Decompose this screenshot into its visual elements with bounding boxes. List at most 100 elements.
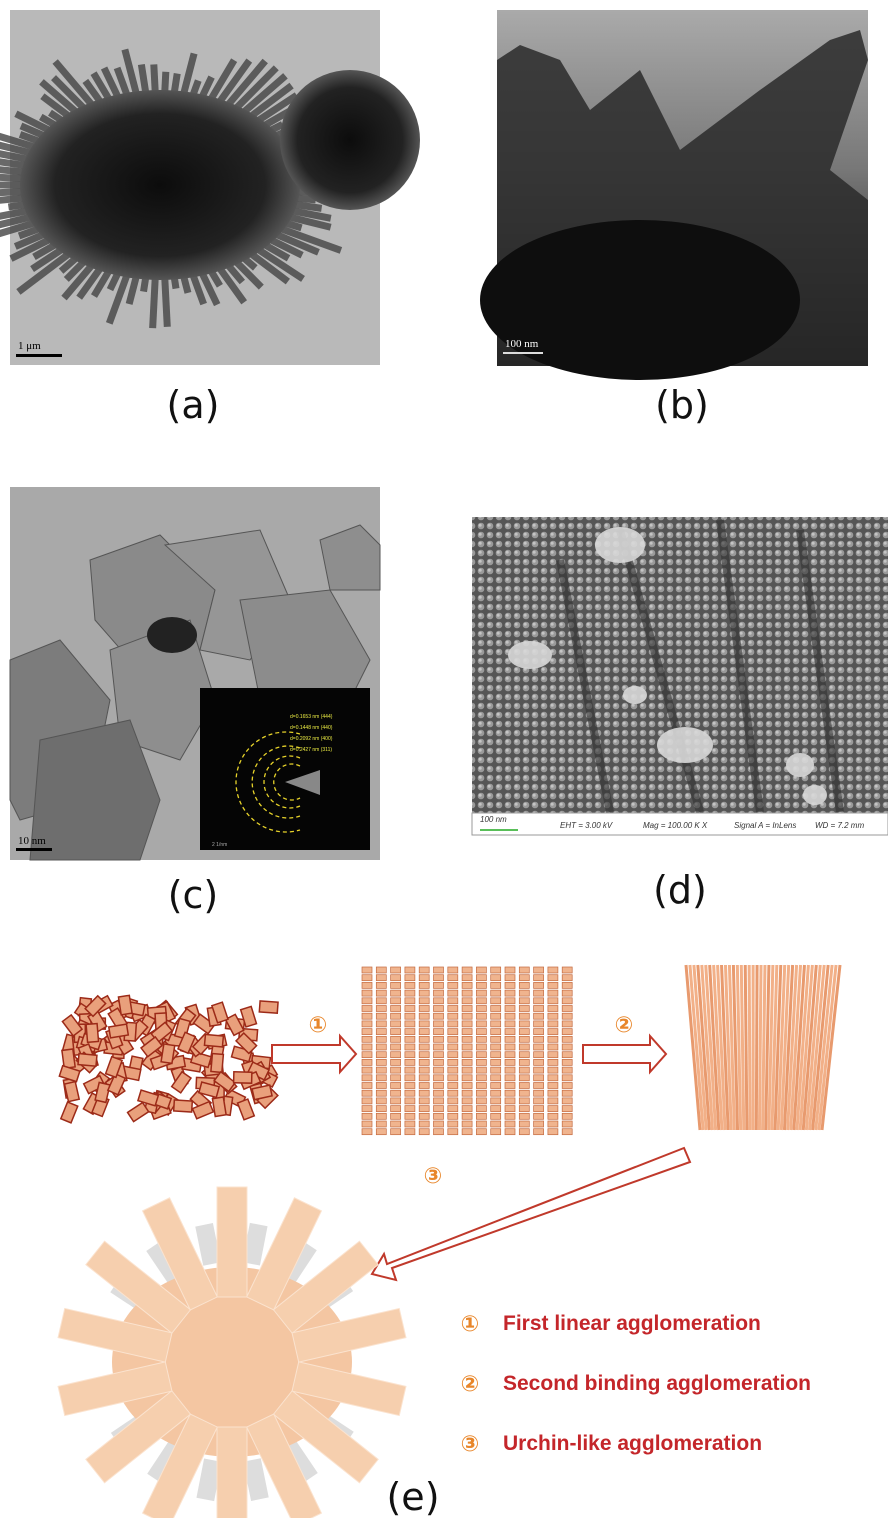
aligned-particle xyxy=(476,1035,487,1043)
chain xyxy=(779,964,791,1131)
aligned-particle xyxy=(461,997,473,1005)
aligned-particle xyxy=(504,1120,516,1128)
aligned-particle xyxy=(561,1112,573,1120)
aligned-particle xyxy=(518,1097,530,1105)
legend-text: First linear agglomeration xyxy=(503,1312,761,1335)
particle xyxy=(234,1031,258,1055)
aligned-particle xyxy=(375,1097,387,1105)
aligned-particle xyxy=(375,989,387,997)
aligned-particle xyxy=(533,1066,544,1074)
aligned-particle xyxy=(447,997,459,1005)
chain xyxy=(696,964,711,1131)
particle xyxy=(251,1084,273,1101)
aligned-particle xyxy=(418,989,430,997)
aligned-particle xyxy=(447,1105,459,1112)
aligned-particle xyxy=(490,1105,502,1112)
aligned-particle xyxy=(433,1112,444,1120)
aligned-particle xyxy=(390,1051,401,1059)
aligned-particle xyxy=(547,997,559,1005)
particle xyxy=(139,1035,164,1058)
aligned-particle xyxy=(447,1005,459,1012)
aligned-particle xyxy=(361,1012,373,1020)
aligned-particle xyxy=(361,1120,373,1128)
aligned-particle xyxy=(375,1043,387,1051)
aligned-particle xyxy=(561,1097,573,1105)
aligned-particle xyxy=(490,1043,502,1051)
aligned-particle xyxy=(533,1089,544,1097)
chain xyxy=(786,964,799,1131)
aligned-particle xyxy=(375,1005,387,1012)
scale-bar-label: 10 nm xyxy=(18,835,46,847)
aligned-particle xyxy=(447,1035,459,1043)
particle xyxy=(258,1000,279,1015)
aligned-particle xyxy=(418,1089,430,1097)
aligned-particle xyxy=(490,982,502,989)
particle xyxy=(211,1096,227,1118)
aligned-particle xyxy=(518,1112,530,1120)
aligned-particle xyxy=(375,1028,387,1035)
particle xyxy=(63,1080,81,1103)
aligned-particle xyxy=(461,1105,473,1112)
aligned-particle xyxy=(390,1082,401,1089)
aligned-particle xyxy=(404,1128,416,1136)
aligned-particle xyxy=(490,1028,502,1035)
aligned-particle xyxy=(533,1112,544,1120)
aligned-particle xyxy=(504,1005,516,1012)
aligned-particle xyxy=(533,997,544,1005)
info-text: Signal A = InLens xyxy=(734,821,796,830)
aligned-particle xyxy=(561,982,573,989)
aligned-particle xyxy=(404,997,416,1005)
panel-label: (a) xyxy=(167,383,220,427)
aligned-particle xyxy=(418,1074,430,1082)
aligned-particle xyxy=(476,1059,487,1066)
aligned-particle xyxy=(533,974,544,982)
aligned-particle xyxy=(533,1035,544,1043)
aligned-particle xyxy=(504,966,516,974)
aligned-particle xyxy=(418,1066,430,1074)
aligned-particle xyxy=(404,1074,416,1082)
aligned-particle xyxy=(461,1074,473,1082)
aligned-particle xyxy=(418,997,430,1005)
aligned-particle xyxy=(361,1089,373,1097)
panel-d: 100 nm EHT = 3.00 kV Mag = 100.00 K X Si… xyxy=(471,517,888,836)
aligned-particle xyxy=(547,1035,559,1043)
aligned-particle xyxy=(476,1089,487,1097)
aligned-particle xyxy=(547,1112,559,1120)
aligned-particle xyxy=(461,1012,473,1020)
chain xyxy=(795,964,810,1131)
aligned-particle xyxy=(547,1051,559,1059)
aligned-particle xyxy=(490,1059,502,1066)
aligned-particle xyxy=(461,1082,473,1089)
aligned-particle xyxy=(361,1074,373,1082)
aligned-particle xyxy=(433,1012,444,1020)
chain xyxy=(716,964,727,1131)
aligned-particle xyxy=(490,1005,502,1012)
info-text: EHT = 3.00 kV xyxy=(560,821,613,830)
aligned-particle xyxy=(404,1005,416,1012)
aligned-particle xyxy=(361,1020,373,1028)
particle xyxy=(84,994,107,1018)
aligned-particle xyxy=(447,982,459,989)
aligned-particle xyxy=(418,1051,430,1059)
aligned-particle xyxy=(433,1051,444,1059)
aligned-particle xyxy=(375,1035,387,1043)
aligned-particle xyxy=(518,1035,530,1043)
aligned-particle xyxy=(518,1074,530,1082)
chain xyxy=(692,964,708,1131)
aligned-particle xyxy=(490,1097,502,1105)
aligned-particle xyxy=(490,1035,502,1043)
step-marker: ③ xyxy=(424,1164,443,1189)
aligned-particle xyxy=(361,1035,373,1043)
ring-label: d=0.1448 nm (440) xyxy=(290,725,333,731)
aligned-particle xyxy=(476,989,487,997)
chain xyxy=(704,964,718,1131)
aligned-particle xyxy=(361,1043,373,1051)
aligned-particle xyxy=(390,1059,401,1066)
particle xyxy=(58,1064,81,1083)
chain xyxy=(723,964,733,1131)
aligned-particle xyxy=(461,966,473,974)
aligned-particle xyxy=(418,1128,430,1136)
chain xyxy=(814,964,834,1131)
spike-back xyxy=(243,1458,269,1501)
aligned-particle xyxy=(533,1051,544,1059)
